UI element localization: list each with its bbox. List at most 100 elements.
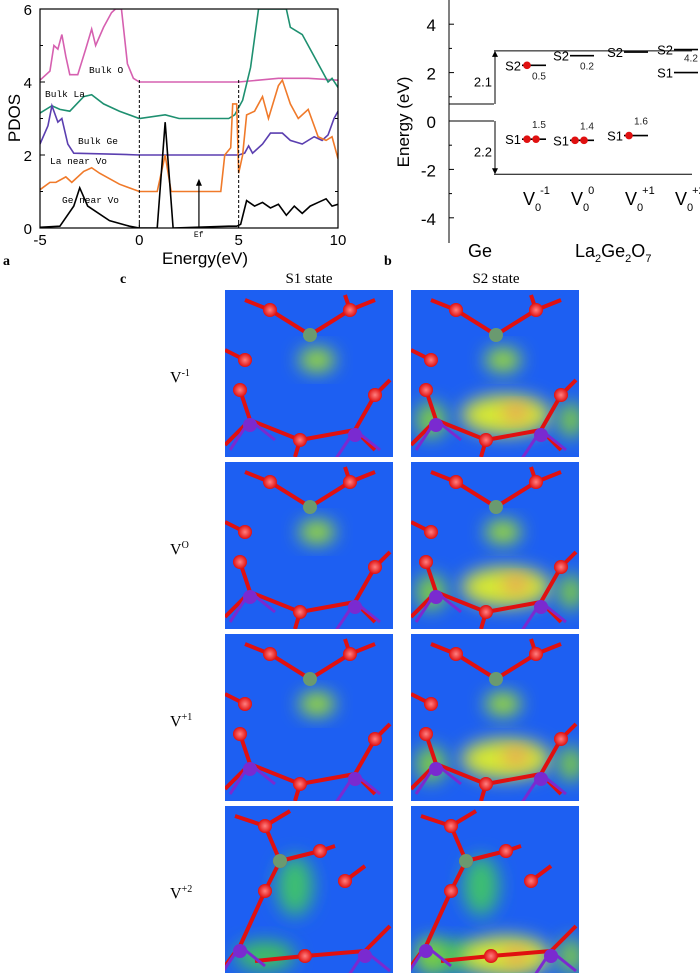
superscript: -1	[540, 185, 550, 197]
row-label-base: V	[170, 541, 182, 559]
density-map-row3-s2	[411, 634, 579, 801]
oxygen-atom	[263, 647, 277, 661]
oxygen-atom	[529, 303, 543, 317]
superscript: 0	[588, 185, 594, 197]
y-tick-label: 4	[24, 75, 32, 92]
oxygen-atom	[233, 383, 247, 397]
panel-label-c: c	[120, 272, 127, 287]
oxygen-atom	[368, 560, 382, 574]
oxygen-atom	[263, 303, 277, 317]
oxygen-atom	[298, 949, 312, 963]
density-map-row4-s1	[225, 806, 393, 973]
series-line-la-near-vo	[40, 78, 338, 193]
electron-dot	[523, 61, 531, 70]
offset-arrowhead	[492, 50, 498, 57]
row-label-base: V	[170, 713, 182, 731]
la-atom	[419, 944, 433, 958]
oxygen-atom	[343, 647, 357, 661]
row-label-v+1: V+1	[170, 712, 192, 731]
series-line-bulk-o	[40, 9, 338, 83]
la-atom	[534, 428, 548, 442]
electron-dot	[532, 135, 540, 143]
oxygen-atom	[444, 819, 458, 833]
series-label: Bulk Ge	[78, 136, 118, 147]
level-label: S1	[657, 66, 673, 81]
level-value: 0.2	[580, 62, 594, 73]
level-label: S2	[505, 58, 521, 73]
y-axis-label: PDOS	[5, 94, 24, 142]
bond	[249, 590, 301, 614]
charge-density-peak	[504, 748, 528, 764]
x-tick-label: 10	[330, 232, 347, 249]
formula-part: La	[575, 241, 596, 261]
bond	[254, 954, 306, 963]
x-tick-label: 0	[135, 232, 143, 249]
level-label: S2	[657, 43, 673, 58]
charge-density-lobe	[485, 520, 521, 544]
bond	[299, 428, 356, 442]
row-label-v+2: V+2	[170, 884, 192, 903]
la-atom	[534, 600, 548, 614]
level-label: S1	[607, 129, 623, 144]
pdos-chart: Bulk O Bulk La Bulk Ge La near Vo Ge near Vo…	[5, 2, 347, 268]
y-tick-label: -4	[421, 210, 436, 229]
y-tick-label: 6	[24, 2, 32, 19]
oxygen-atom	[424, 697, 438, 711]
energy-level-diagram: -4 -2 0 2 4 Energy (eV) 2.1 2.2 S1 1.5 S2 0.5 V0-1 S1…	[394, 0, 700, 265]
y-axis-label: Energy (eV)	[394, 77, 413, 168]
bond	[238, 890, 267, 947]
germanium-atom	[303, 672, 317, 686]
density-map-row1-s1	[225, 290, 393, 457]
charge-density-lobe	[485, 692, 521, 716]
row-label-base: V	[170, 885, 182, 903]
level-value: 1.4	[580, 121, 594, 132]
bond	[268, 308, 312, 337]
x-axis-label: Energy(eV)	[162, 249, 248, 268]
series-line-ge-near-vo	[40, 122, 338, 228]
bond	[494, 308, 538, 337]
bond	[440, 954, 492, 963]
bond	[249, 762, 301, 786]
defect-label-v+2: V0+2	[675, 185, 700, 214]
oxygen-atom	[293, 605, 307, 619]
oxygen-atom	[343, 303, 357, 317]
oxygen-atom	[554, 388, 568, 402]
bond	[490, 949, 552, 958]
oxygen-atom	[313, 844, 327, 858]
germanium-atom	[303, 500, 317, 514]
electron-dot	[625, 131, 633, 140]
offset-label: 2.2	[474, 145, 492, 160]
bond	[549, 924, 578, 953]
row-label-sup: O	[181, 540, 189, 551]
oxygen-atom	[424, 353, 438, 367]
oxygen-atom	[238, 697, 252, 711]
superscript: +2	[692, 185, 700, 197]
level-value: 1.5	[532, 120, 546, 131]
charge-density-lobe	[559, 402, 579, 438]
bond	[363, 924, 392, 953]
electron-dot	[580, 136, 588, 145]
density-map-row2-s2	[411, 462, 579, 629]
subscript: 0	[583, 202, 589, 214]
la-atom	[429, 762, 443, 776]
bond	[435, 418, 487, 442]
y-tick-label: 4	[427, 16, 436, 35]
oxygen-atom	[419, 727, 433, 741]
y-tick-label: 0	[24, 221, 32, 238]
la-atom	[429, 418, 443, 432]
la-atom	[243, 590, 257, 604]
fermi-arrowhead	[195, 178, 202, 186]
germanium-atom	[489, 500, 503, 514]
oxygen-atom	[293, 777, 307, 791]
offset-arrowhead	[492, 168, 498, 175]
oxygen-atom	[233, 727, 247, 741]
la-atom	[358, 949, 372, 963]
germanium-atom	[273, 854, 287, 868]
bond	[485, 600, 542, 614]
level-value: 4.2	[684, 54, 698, 65]
bond	[299, 600, 356, 614]
charge-density-lobe	[235, 941, 295, 971]
la-atom	[243, 418, 257, 432]
bond	[308, 308, 352, 337]
oxygen-atom	[479, 605, 493, 619]
